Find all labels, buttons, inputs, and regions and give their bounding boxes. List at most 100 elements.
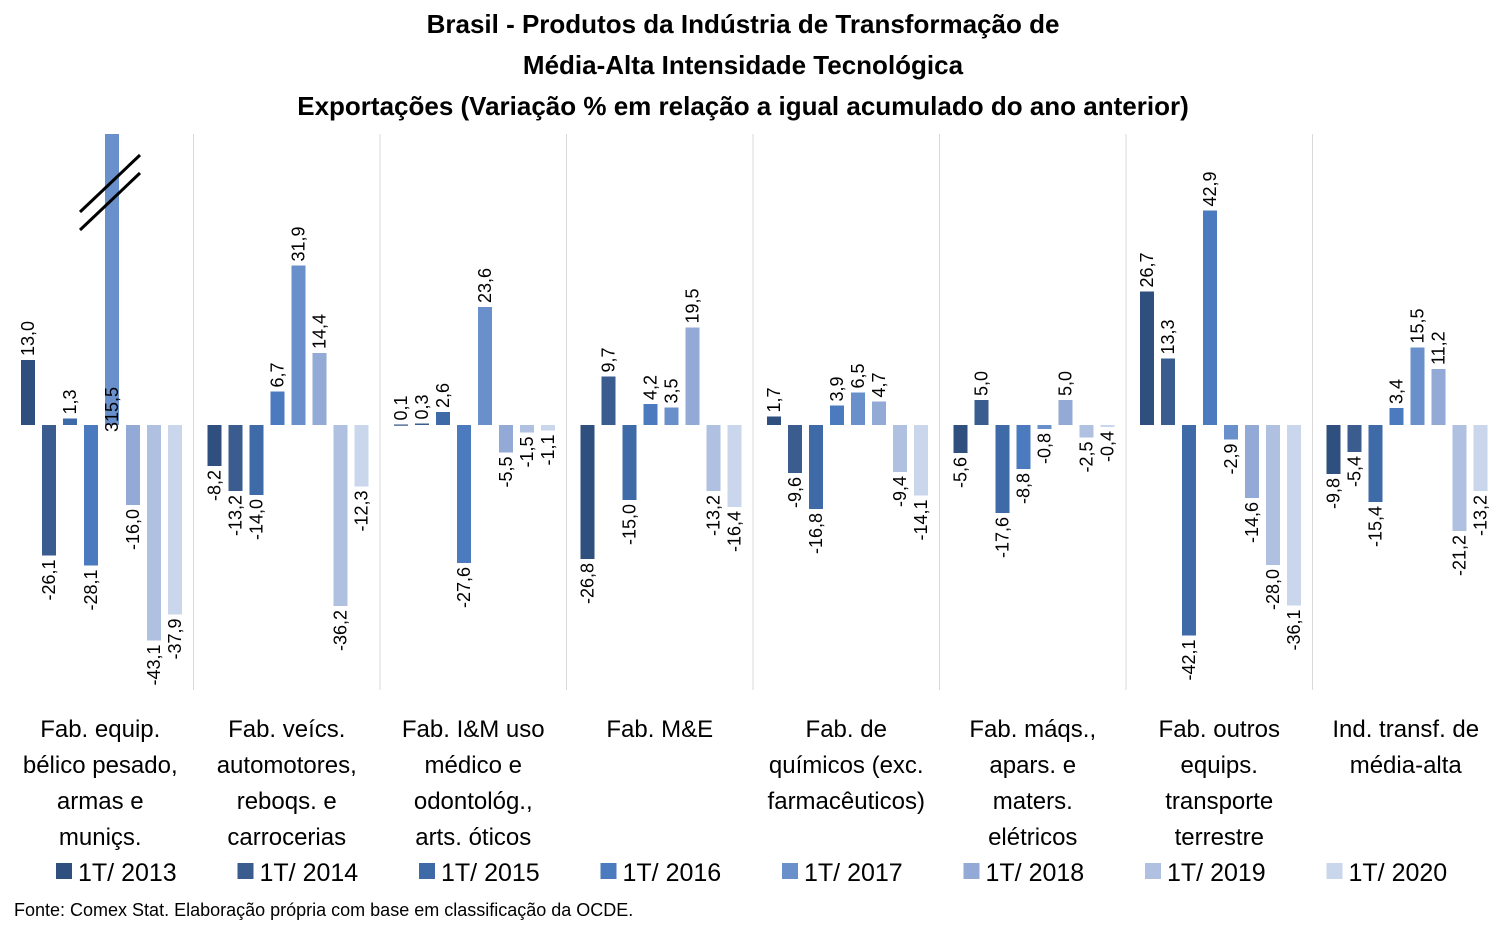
- bar-6-12016: [1016, 425, 1031, 469]
- data-label: 15,5: [1408, 308, 1428, 343]
- legend-item: 1T/ 2016: [600, 859, 721, 887]
- bar-5-12014: [788, 425, 802, 473]
- data-label: -27,6: [454, 567, 474, 608]
- category-label: Fab. de: [806, 716, 887, 743]
- bar-3-12013: [394, 424, 408, 426]
- legend-swatch: [963, 863, 980, 879]
- bar-4-12016: [643, 404, 658, 425]
- data-label: 2,6: [433, 383, 453, 408]
- data-label: -8,2: [205, 470, 225, 501]
- data-label: 13,0: [18, 321, 38, 356]
- bar-3-12015: [436, 412, 450, 425]
- bar-7-12013: [1140, 291, 1154, 425]
- bar-6-12018: [1058, 400, 1073, 425]
- category-label: reboqs. e: [237, 788, 337, 815]
- data-label: -12,3: [352, 491, 372, 532]
- data-label: 6,7: [268, 362, 288, 387]
- bar-2-12017: [291, 265, 306, 425]
- data-labels: 13,0 -8,2 0,1 -26,8 1,7 -5,6 26,7 -9,8 -26,1 -13,…: [18, 171, 1491, 685]
- title-line-1: Brasil - Produtos da Indústria de Transf…: [427, 9, 1060, 39]
- category-label: químicos (exc.: [769, 752, 924, 779]
- legend-label: 1T/ 2013: [78, 859, 177, 887]
- data-label: 1,3: [60, 389, 80, 414]
- category-label: Fab. máqs.,: [969, 716, 1096, 743]
- category-label: armas e: [57, 788, 144, 815]
- legend-item: 1T/ 2018: [963, 859, 1084, 887]
- data-label: 0,3: [412, 394, 432, 419]
- title-line-3: Exportações (Variação % em relação a igu…: [297, 91, 1189, 121]
- bar-3-12016: [457, 425, 471, 563]
- axis-break-mark: [78, 153, 142, 232]
- data-label: -42,1: [1179, 640, 1199, 681]
- chart-title: Brasil - Produtos da Indústria de Transf…: [297, 9, 1189, 121]
- data-label: 23,6: [475, 268, 495, 303]
- bar-3-12018: [499, 425, 513, 453]
- data-label: -15,4: [1366, 506, 1386, 547]
- legend-swatch: [56, 863, 72, 879]
- category-label: maters.: [993, 788, 1073, 815]
- data-label: -9,4: [890, 476, 910, 507]
- data-label: -13,2: [704, 495, 724, 536]
- data-label: -5,5: [496, 457, 516, 488]
- data-label: 1,7: [764, 387, 784, 412]
- category-label: médico e: [425, 752, 522, 779]
- category-label: terrestre: [1175, 824, 1264, 851]
- category-label: elétricos: [988, 824, 1077, 851]
- category-label: Fab. veícs.: [228, 716, 345, 743]
- data-label: 9,7: [599, 347, 619, 372]
- bar-2-12020: [354, 425, 369, 487]
- data-label: -21,2: [1450, 535, 1470, 576]
- bar-8-12017: [1410, 347, 1425, 425]
- data-label: -16,0: [123, 509, 143, 550]
- legend-label: 1T/ 2015: [441, 859, 540, 887]
- data-label: 14,4: [310, 314, 330, 349]
- data-label: -43,1: [144, 645, 164, 686]
- bar-5-12013: [767, 416, 781, 425]
- category-label: Ind. transf. de: [1332, 716, 1479, 743]
- legend-swatch: [782, 863, 798, 879]
- title-line-2: Média-Alta Intensidade Tecnológica: [523, 50, 964, 80]
- data-label: 6,5: [848, 363, 868, 388]
- bar-5-12015: [809, 425, 823, 509]
- data-label: -37,9: [165, 619, 185, 660]
- data-label: -26,8: [578, 563, 598, 604]
- bar-4-12020: [727, 425, 742, 507]
- bar-5-12016: [830, 405, 844, 425]
- data-label: -16,4: [725, 511, 745, 552]
- bar-3-12020: [541, 425, 555, 431]
- category-label: apars. e: [989, 752, 1076, 779]
- bar-5-12017: [851, 392, 865, 425]
- bar-1-12019: [147, 425, 161, 641]
- category-label: transporte: [1165, 788, 1273, 815]
- data-label: -15,0: [620, 504, 640, 545]
- data-label: 3,9: [827, 376, 847, 401]
- legend-swatch: [237, 863, 254, 879]
- data-label: -13,2: [1471, 495, 1491, 536]
- legend-item: 1T/ 2015: [419, 859, 540, 887]
- data-label: -36,2: [331, 610, 351, 651]
- bar-2-12018: [312, 353, 327, 425]
- bar-7-12020: [1287, 425, 1301, 606]
- category-label: média-alta: [1350, 752, 1463, 779]
- data-label: -16,8: [806, 513, 826, 554]
- bar-2-12014: [228, 425, 243, 491]
- data-label: -26,1: [39, 560, 59, 601]
- bar-4-12015: [622, 425, 637, 500]
- data-label: -9,8: [1324, 478, 1344, 509]
- legend-item: 1T/ 2020: [1326, 859, 1447, 887]
- data-label: 5,0: [1056, 371, 1076, 396]
- bar-8-12013: [1326, 425, 1341, 474]
- bar-2-12013: [207, 425, 222, 466]
- bar-5-12018: [872, 401, 886, 425]
- bar-1-12016: [84, 425, 98, 566]
- category-label: farmacêuticos): [768, 788, 925, 815]
- data-label: -0,4: [1098, 431, 1118, 462]
- bar-5-12019: [893, 425, 907, 472]
- data-label: 315,5: [102, 387, 122, 432]
- data-label: 4,7: [869, 372, 889, 397]
- bar-8-12015: [1368, 425, 1383, 502]
- category-separators: [193, 134, 1313, 690]
- bar-6-12014: [974, 400, 989, 425]
- bar-6-12015: [995, 425, 1010, 513]
- data-label: -0,8: [1035, 433, 1055, 464]
